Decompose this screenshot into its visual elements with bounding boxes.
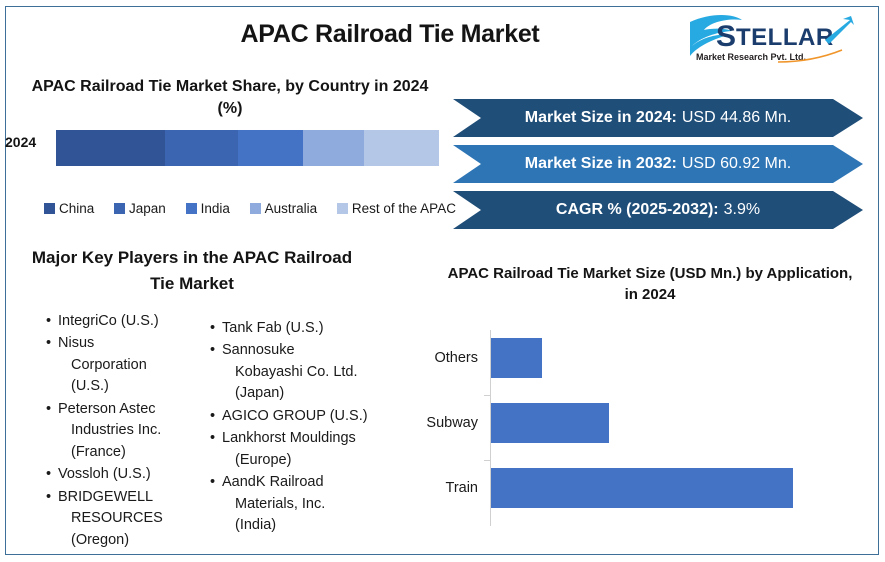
banner-label: Market Size in 2024: — [524, 109, 677, 126]
banner-value: USD 44.86 Mn. — [681, 109, 792, 126]
banner-value: USD 60.92 Mn. — [681, 155, 792, 172]
key-player-item: AGICO GROUP (U.S.) — [210, 406, 388, 428]
legend-label: Rest of the APAC — [351, 201, 456, 216]
bar-subway — [491, 403, 609, 443]
legend-swatch-icon — [114, 203, 126, 214]
share-segment-china — [56, 130, 166, 166]
key-player-item-line: Industries Inc. — [71, 422, 162, 439]
bar-train — [491, 468, 793, 508]
legend-item-india: India — [185, 201, 230, 216]
category-label: Others — [434, 350, 478, 366]
stellar-logo: S TELLAR Market Research Pvt. Ltd. — [682, 8, 862, 68]
key-player-item-line: (U.S.) — [71, 378, 109, 395]
logo-brand-rest: TELLAR — [736, 24, 834, 51]
logo-brand-lead: S — [716, 20, 737, 53]
legend-label: India — [200, 201, 230, 216]
application-chart-title: APAC Railroad Tie Market Size (USD Mn.) … — [447, 265, 853, 303]
key-player-item: Tank Fab (U.S.) — [210, 318, 388, 340]
category-label: Subway — [426, 415, 478, 431]
legend-swatch-icon — [336, 203, 348, 214]
banner-label: Market Size in 2032: — [524, 155, 677, 172]
share-chart-legend: China Japan India Australia Rest of the … — [44, 201, 456, 216]
bar-others — [491, 338, 542, 378]
legend-label: China — [59, 201, 95, 216]
category-label: Train — [445, 480, 479, 496]
chart-row-others: Others — [420, 338, 860, 378]
key-player-item-line: (Japan) — [235, 385, 285, 402]
axis-tick — [484, 460, 490, 461]
key-players-list: IntegriCo (U.S.)NisusCorporation(U.S.)Pe… — [34, 311, 194, 551]
banner-value: 3.9% — [723, 201, 761, 218]
share-segment-india — [237, 130, 304, 166]
key-player-item: Vossloh (U.S.) — [46, 464, 194, 486]
axis-tick — [484, 395, 490, 396]
legend-item-japan: Japan — [114, 201, 166, 216]
logo-underline — [777, 49, 843, 63]
arrow-up-right-icon — [825, 16, 854, 44]
legend-label: Japan — [129, 201, 166, 216]
legend-item-china: China — [44, 201, 94, 216]
application-bar-chart: Others Subway Train — [420, 330, 860, 545]
legend-item-rest-of-apac: Rest of the APAC — [336, 201, 456, 216]
key-player-item-line: (Europe) — [235, 451, 292, 468]
logo-tagline: Market Research Pvt. Ltd. — [696, 52, 806, 62]
key-player-item-line: RESOURCES — [71, 510, 163, 527]
legend-swatch-icon — [249, 203, 261, 214]
share-segment-japan — [165, 130, 238, 166]
key-players-title: Major Key Players in the APAC Railroad T… — [31, 248, 353, 293]
share-segment-australia — [303, 130, 365, 166]
chart-row-train: Train — [420, 468, 860, 508]
key-player-item-line: (Oregon) — [71, 531, 130, 548]
share-chart-category-label: 2024 — [5, 134, 37, 150]
key-player-item-line: Corporation — [71, 356, 147, 373]
share-stacked-bar — [56, 130, 439, 166]
legend-item-australia: Australia — [249, 201, 318, 216]
legend-label: Australia — [264, 201, 318, 216]
key-player-item: Lankhorst Mouldings(Europe) — [210, 428, 388, 471]
page-title: APAC Railroad Tie Market — [240, 20, 540, 48]
chart-y-axis — [490, 330, 491, 526]
key-player-item-line: (India) — [235, 517, 277, 534]
logo-graphic: S TELLAR Market Research Pvt. Ltd. — [690, 15, 854, 63]
key-players-column-left: IntegriCo (U.S.)NisusCorporation(U.S.)Pe… — [34, 311, 194, 552]
legend-swatch-icon — [44, 203, 55, 214]
key-player-item-line: Materials, Inc. — [235, 495, 326, 512]
banner-market-size-2032: Market Size in 2032: USD 60.92 Mn. — [453, 145, 863, 183]
legend-swatch-icon — [185, 203, 197, 214]
banner-cagr: CAGR % (2025-2032): 3.9% — [453, 191, 863, 229]
key-player-item-line: Kobayashi Co. Ltd. — [235, 363, 358, 380]
banner-market-size-2024: Market Size in 2024: USD 44.86 Mn. — [453, 99, 863, 137]
chart-row-subway: Subway — [420, 403, 860, 443]
key-player-item: IntegriCo (U.S.) — [46, 311, 194, 333]
share-chart-title: APAC Railroad Tie Market Share, by Count… — [31, 78, 429, 117]
key-player-item-line: (France) — [71, 443, 126, 460]
banner-label: CAGR % (2025-2032): — [555, 201, 719, 218]
share-segment-rest-of-apac — [364, 130, 439, 166]
logo-swoosh-icon — [690, 15, 742, 56]
